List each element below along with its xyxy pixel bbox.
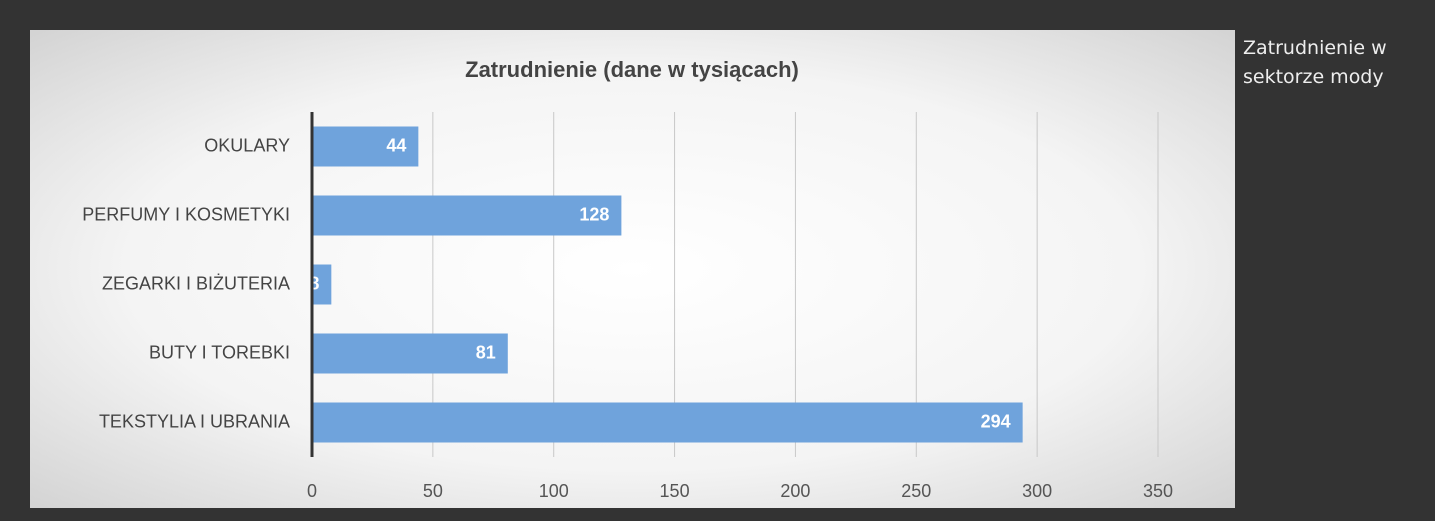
y-tick-label: BUTY I TOREBKI	[149, 342, 290, 362]
data-label: 294	[981, 411, 1011, 431]
x-tick-label: 350	[1143, 481, 1173, 501]
x-tick-label: 200	[780, 481, 810, 501]
x-tick-label: 0	[307, 481, 317, 501]
bar	[312, 126, 419, 167]
x-tick-label: 300	[1022, 481, 1052, 501]
x-tick-label: 100	[539, 481, 569, 501]
x-tick-label: 250	[901, 481, 931, 501]
caption: Zatrudnienie w sektorze mody	[1243, 37, 1387, 88]
y-tick-label: PERFUMY I KOSMETYKI	[82, 204, 290, 224]
y-tick-label: TEKSTYLIA I UBRANIA	[99, 411, 290, 431]
y-tick-label: ZEGARKI I BIŻUTERIA	[102, 273, 290, 293]
x-tick-label: 50	[423, 481, 443, 501]
data-label: 44	[386, 135, 406, 155]
x-tick-label: 150	[660, 481, 690, 501]
bar	[312, 402, 1023, 443]
chart-title: Zatrudnienie (dane w tysiącach)	[465, 57, 799, 82]
y-tick-label: OKULARY	[204, 135, 290, 155]
data-label: 81	[476, 342, 496, 362]
bar	[312, 333, 508, 374]
data-label: 128	[579, 204, 609, 224]
data-label: 8	[309, 273, 319, 293]
bar	[312, 195, 622, 236]
bar	[312, 264, 332, 305]
